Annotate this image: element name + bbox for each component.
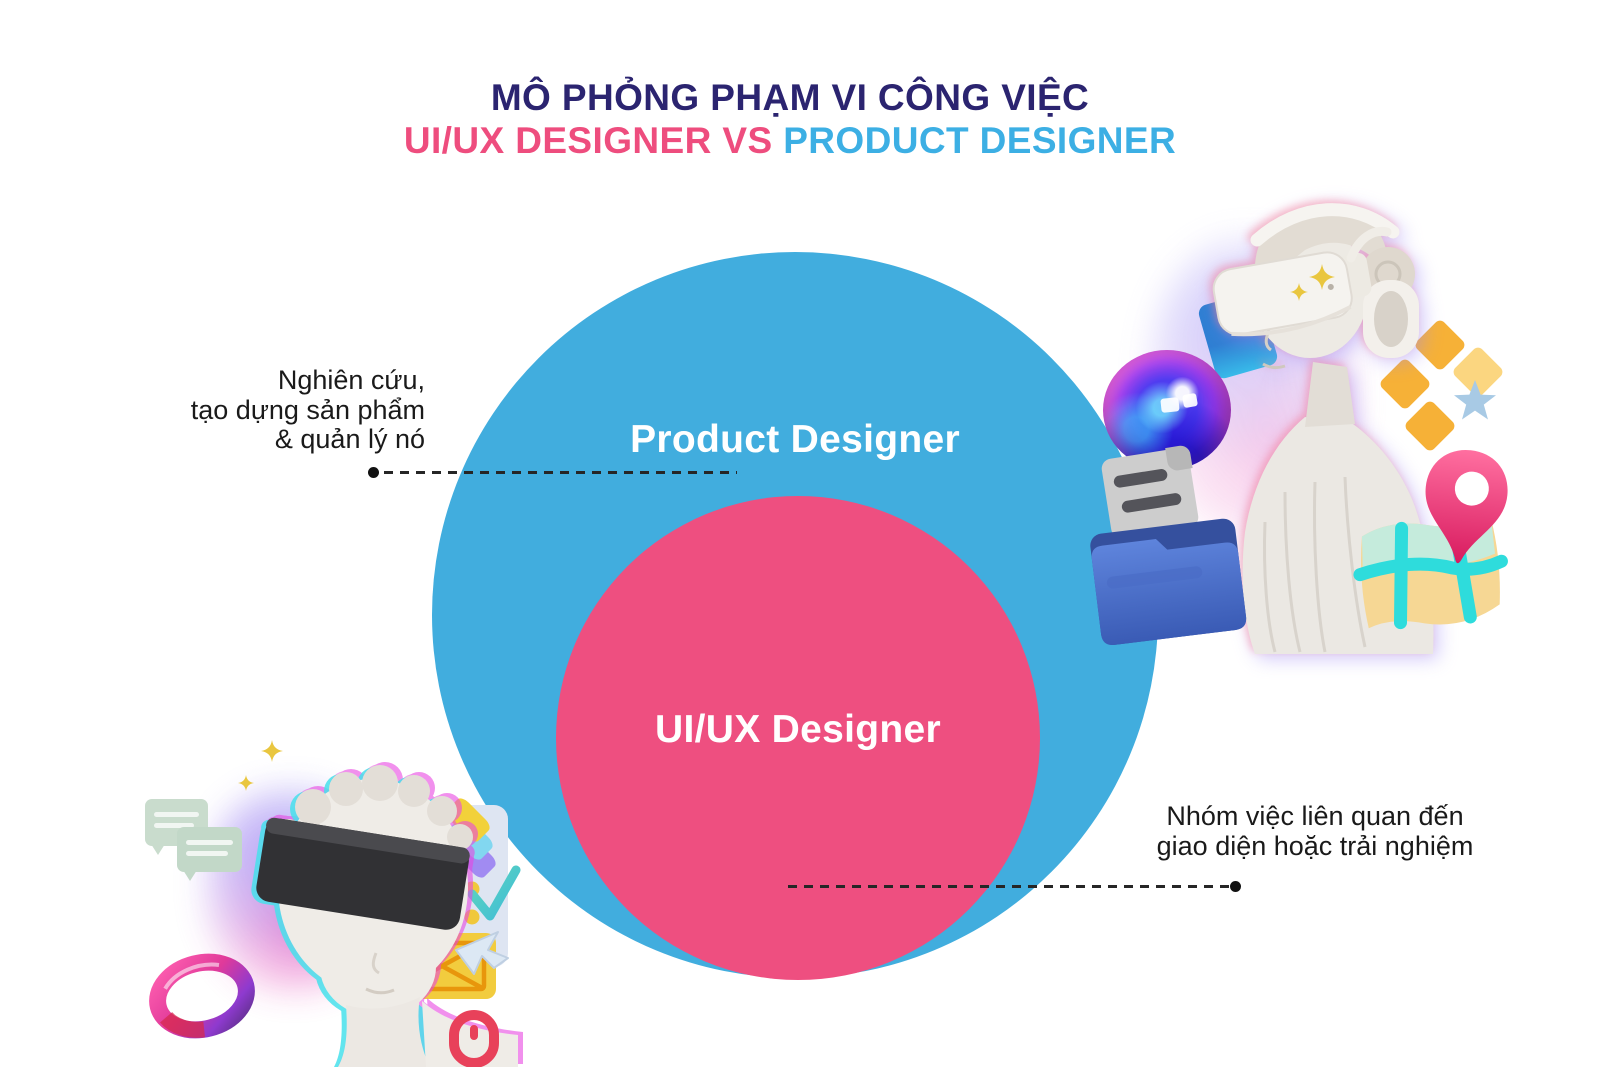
sparkle-icon [1309,264,1335,290]
annotation-left-line2: tạo dựng sản phẩm [190,394,425,425]
annotation-left-line1: Nghiên cứu, [277,365,425,395]
title-line-2: UI/UX DESIGNER VS PRODUCT DESIGNER [0,120,1580,162]
uiux-designer-circle: UI/UX Designer [556,496,1040,980]
annotation-uiux-designer: Nhóm việc liên quan đến giao diện hoặc t… [1125,801,1505,861]
title-product-designer: PRODUCT DESIGNER [783,120,1177,161]
david-statue-vr-icon [256,765,518,1067]
pointer-dashed-line-right [788,885,1230,888]
annotation-right-line1: Nhóm việc liên quan đến [1166,801,1464,831]
statue-neck [338,997,430,1067]
uiux-designer-label: UI/UX Designer [655,708,941,751]
annotation-left-line3: & quản lý nó [274,424,425,454]
pointer-dot-right [1230,881,1241,892]
torus-icon [149,953,255,1039]
location-pin-icon [1425,450,1508,564]
pointer-dashed-line-left [384,471,737,474]
product-designer-label: Product Designer [630,418,960,461]
annotation-product-designer: Nghiên cứu, tạo dựng sản phẩm & quản lý … [118,365,425,455]
vr-visor [256,817,470,930]
page-title: MÔ PHỎNG PHẠM VI CÔNG VIỆC UI/UX DESIGNE… [0,78,1580,162]
pointer-dot-left [368,467,379,478]
annotation-right-line2: giao diện hoặc trải nghiệm [1156,830,1474,861]
blue-folder-icon [1090,518,1247,645]
vr-headset [1212,251,1372,337]
sparkle-icon [238,775,254,791]
checkmark-icon [467,865,521,921]
glitter-star-icon [1454,380,1496,420]
headphone-band [1250,203,1400,247]
speech-bubble-icon [177,827,242,881]
statue-vr-headphones-icon [1212,203,1434,654]
mouse-icon [449,1010,499,1067]
sparkle-icon [261,740,283,762]
statue-neck [1305,362,1355,427]
title-line-1: MÔ PHỎNG PHẠM VI CÔNG VIỆC [490,77,1090,118]
title-uiux-vs: UI/UX DESIGNER VS [403,120,773,161]
cursor-icon [455,931,509,975]
sparkle-icon [1290,283,1308,301]
